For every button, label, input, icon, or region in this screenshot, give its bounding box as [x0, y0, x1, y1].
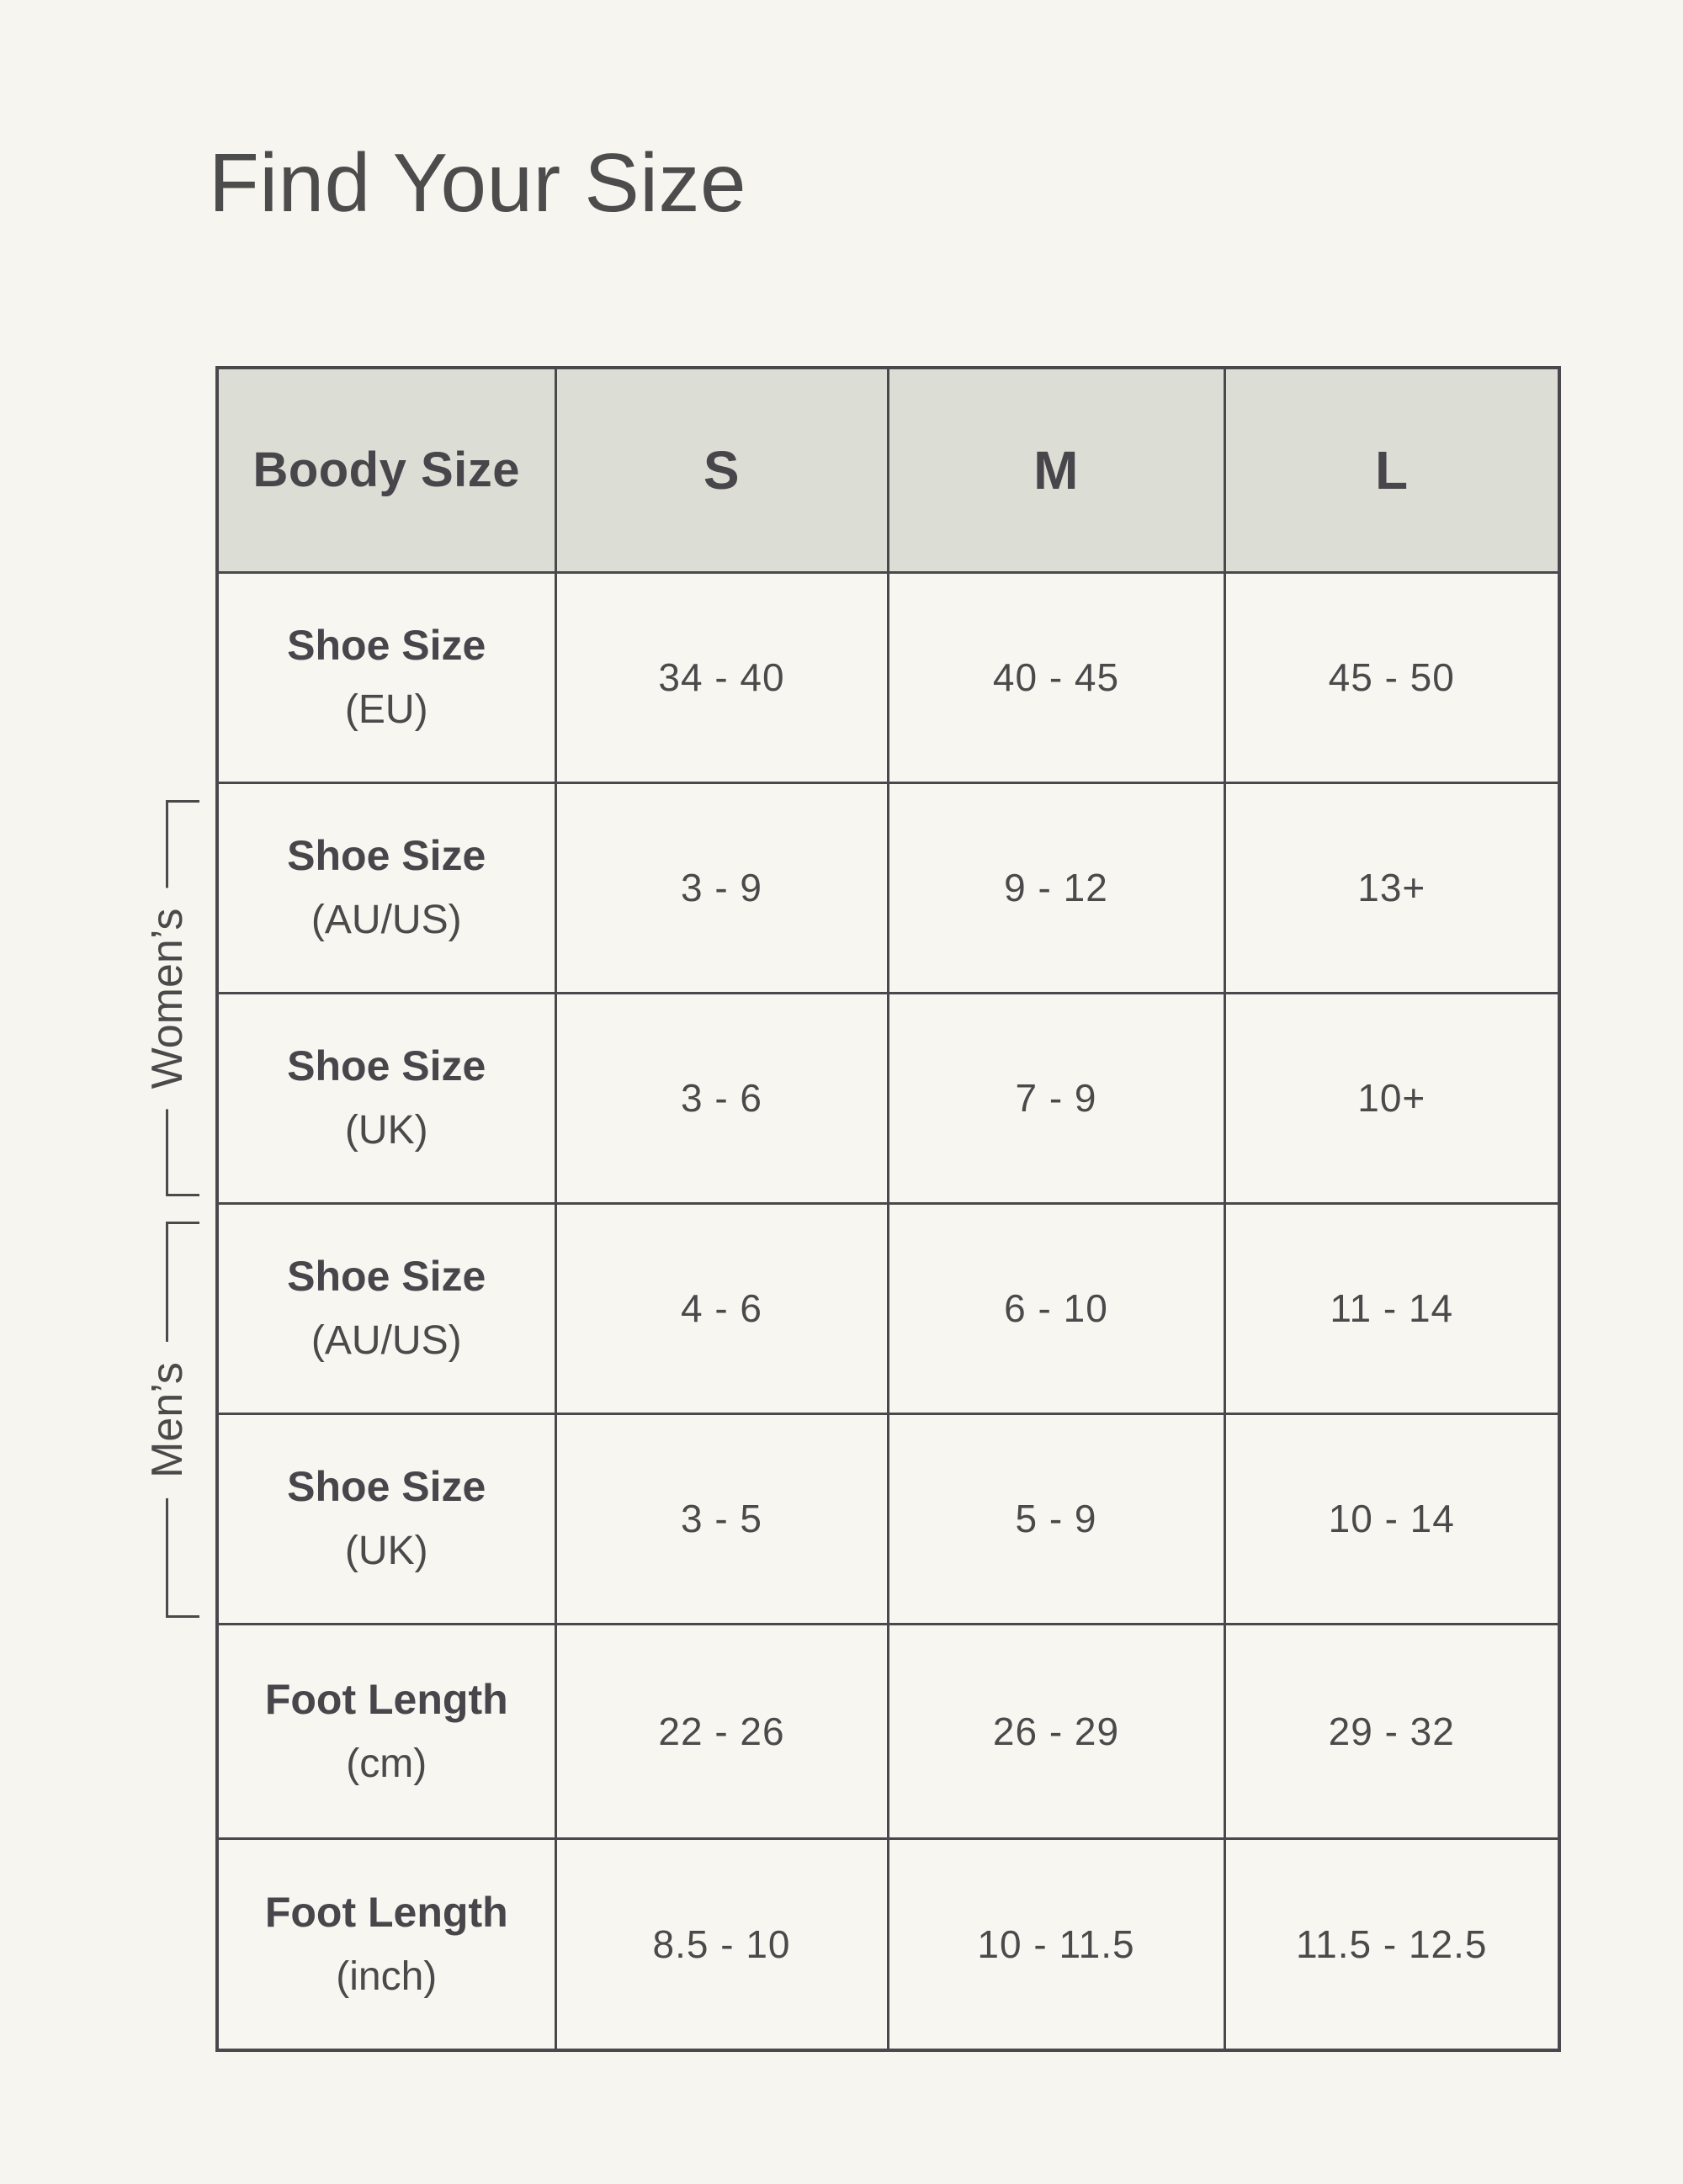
header-cell-size-s: S [554, 366, 889, 574]
value-cell: 11 - 14 [1223, 1201, 1561, 1415]
value-cell: 40 - 45 [886, 570, 1226, 784]
row-unit-text: (UK) [344, 1529, 428, 1573]
table-row-mens-shoe-size-auus: Shoe Size (AU/US) 4 - 6 6 - 10 11 - 14 [215, 1201, 1561, 1415]
row-label-text: Foot Length [264, 1888, 508, 1936]
value-cell: 6 - 10 [886, 1201, 1226, 1415]
row-label-mens-shoe-size-auus: Shoe Size (AU/US) [215, 1201, 557, 1415]
value-cell: 29 - 32 [1223, 1622, 1561, 1840]
value-cell: 8.5 - 10 [554, 1837, 889, 2052]
row-unit-text: (UK) [344, 1108, 428, 1153]
row-unit-text: (cm) [346, 1741, 427, 1786]
row-label-text: Shoe Size [287, 832, 486, 879]
table-row-womens-shoe-size-uk: Shoe Size (UK) 3 - 6 7 - 9 10+ [215, 991, 1561, 1205]
table-row-foot-length-cm: Foot Length (cm) 22 - 26 26 - 29 29 - 32 [215, 1622, 1561, 1840]
womens-group-label: Women’s [141, 888, 194, 1109]
value-cell: 45 - 50 [1223, 570, 1561, 784]
value-cell: 3 - 6 [554, 991, 889, 1205]
value-cell: 3 - 5 [554, 1412, 889, 1625]
header-cell-size-m: M [886, 366, 1226, 574]
value-cell: 7 - 9 [886, 991, 1226, 1205]
row-unit-text: (EU) [344, 687, 428, 732]
value-cell: 26 - 29 [886, 1622, 1226, 1840]
value-cell: 10 - 11.5 [886, 1837, 1226, 2052]
row-unit-text: (AU/US) [311, 1318, 462, 1363]
value-cell: 34 - 40 [554, 570, 889, 784]
row-label-mens-shoe-size-uk: Shoe Size (UK) [215, 1412, 557, 1625]
mens-group-bracket: Men’s [141, 1222, 199, 1618]
value-cell: 11.5 - 12.5 [1223, 1837, 1561, 2052]
table-header-row: Boody Size S M L [215, 366, 1561, 574]
table-row-womens-shoe-size-auus: Shoe Size (AU/US) 3 - 9 9 - 12 13+ [215, 781, 1561, 994]
size-table: Boody Size S M L Shoe Size (EU) 34 - 40 … [215, 366, 1561, 2052]
value-cell: 4 - 6 [554, 1201, 889, 1415]
header-cell-size-l: L [1223, 366, 1561, 574]
row-label-shoe-size-eu: Shoe Size (EU) [215, 570, 557, 784]
row-unit-text: (AU/US) [311, 898, 462, 942]
value-cell: 5 - 9 [886, 1412, 1226, 1625]
value-cell: 10+ [1223, 991, 1561, 1205]
table-row-foot-length-inch: Foot Length (inch) 8.5 - 10 10 - 11.5 11… [215, 1837, 1561, 2052]
row-label-text: Shoe Size [287, 1042, 486, 1089]
row-label-womens-shoe-size-uk: Shoe Size (UK) [215, 991, 557, 1205]
table-row-shoe-size-eu: Shoe Size (EU) 34 - 40 40 - 45 45 - 50 [215, 570, 1561, 784]
row-label-text: Shoe Size [287, 1253, 486, 1300]
header-cell-boody-size: Boody Size [215, 366, 557, 574]
value-cell: 13+ [1223, 781, 1561, 994]
value-cell: 22 - 26 [554, 1622, 889, 1840]
row-label-text: Foot Length [264, 1675, 508, 1723]
value-cell: 9 - 12 [886, 781, 1226, 994]
row-unit-text: (inch) [336, 1953, 438, 1999]
mens-group-label: Men’s [141, 1341, 194, 1498]
row-label-foot-length-inch: Foot Length (inch) [215, 1837, 557, 2052]
table-row-mens-shoe-size-uk: Shoe Size (UK) 3 - 5 5 - 9 10 - 14 [215, 1412, 1561, 1625]
value-cell: 10 - 14 [1223, 1412, 1561, 1625]
row-label-foot-length-cm: Foot Length (cm) [215, 1622, 557, 1840]
page-title: Find Your Size [209, 136, 746, 229]
row-label-text: Shoe Size [287, 622, 486, 669]
row-label-text: Shoe Size [287, 1463, 486, 1510]
row-label-womens-shoe-size-auus: Shoe Size (AU/US) [215, 781, 557, 994]
womens-group-bracket: Women’s [141, 800, 199, 1196]
value-cell: 3 - 9 [554, 781, 889, 994]
